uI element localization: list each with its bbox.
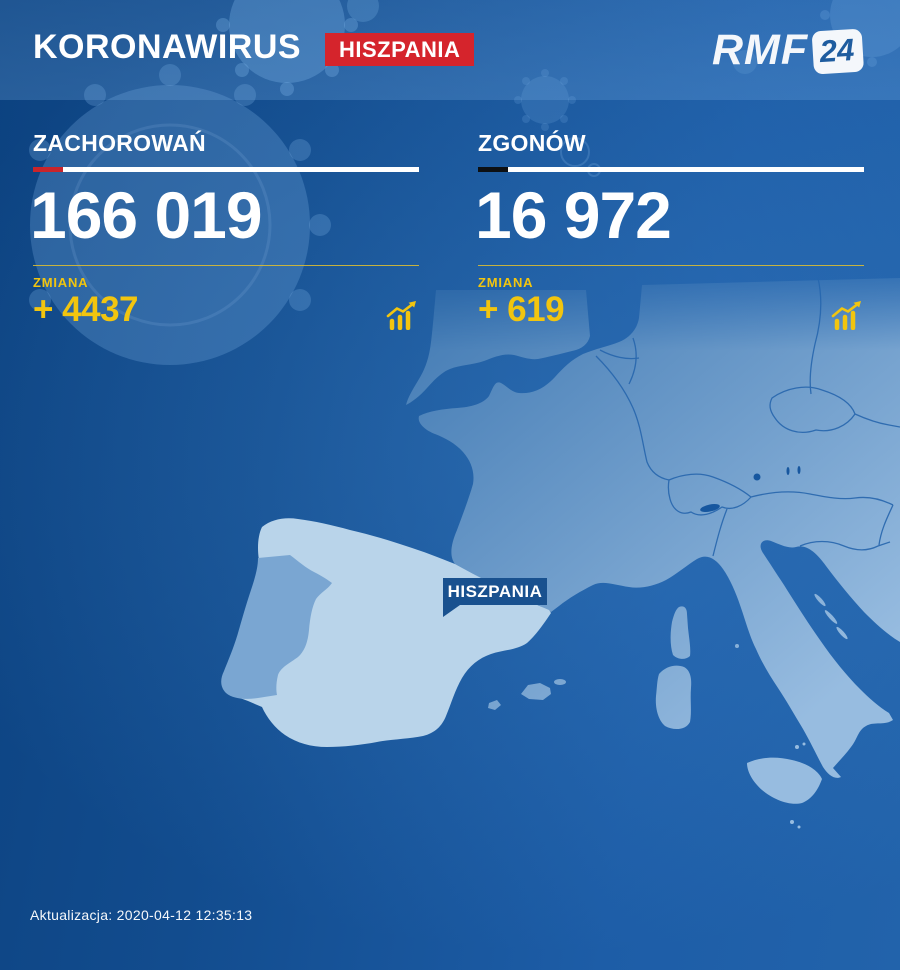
change-label: ZMIANA	[478, 275, 534, 290]
stat-divider	[33, 167, 419, 172]
virus-decoration-layer	[29, 0, 900, 365]
balearic-islands	[488, 679, 566, 710]
stat-divider-accent	[478, 167, 508, 172]
stat-deaths: ZGONÓW 16 972 ZMIANA + 619	[475, 130, 864, 342]
country-borders	[595, 277, 900, 557]
continent-shape	[418, 278, 900, 778]
map-country-label: HISZPANIA	[443, 578, 547, 617]
rmf24-logo: RMF 24	[712, 26, 865, 76]
stat-divider	[478, 167, 864, 172]
update-timestamp: Aktualizacja: 2020-04-12 12:35:13	[30, 907, 253, 923]
virus-icon	[733, 50, 757, 74]
mediterranean-islands	[655, 606, 822, 829]
virus-icon	[216, 0, 358, 96]
portugal-shape	[221, 555, 332, 699]
virus-icon	[514, 69, 576, 131]
stat-value: 16 972	[475, 178, 672, 252]
lakes	[700, 466, 801, 513]
stat-infections: ZACHOROWAŃ 166 019 ZMIANA + 4437	[30, 130, 419, 342]
change-value: + 619	[478, 290, 565, 329]
stat-value: 166 019	[30, 178, 263, 252]
page-title: KORONAWIRUS	[33, 28, 302, 66]
britain-shape	[406, 290, 590, 405]
map-country-label-text: HISZPANIA	[447, 581, 543, 601]
country-badge: HISZPANIA	[325, 33, 475, 66]
rmf24-logo-text: RMF	[712, 26, 809, 74]
stat-rule	[33, 265, 419, 266]
rmf24-logo-number: 24	[811, 28, 865, 75]
stat-divider-accent	[33, 167, 63, 172]
virus-icon	[347, 0, 379, 22]
stat-label: ZACHOROWAŃ	[33, 130, 206, 156]
trend-chart-icon	[831, 301, 861, 330]
croatian-islands	[814, 593, 848, 640]
change-label: ZMIANA	[33, 275, 89, 290]
stat-label: ZGONÓW	[478, 130, 586, 156]
change-value: + 4437	[33, 290, 139, 329]
stat-rule	[478, 265, 864, 266]
virus-icon	[29, 64, 331, 365]
trend-chart-icon	[386, 301, 416, 330]
